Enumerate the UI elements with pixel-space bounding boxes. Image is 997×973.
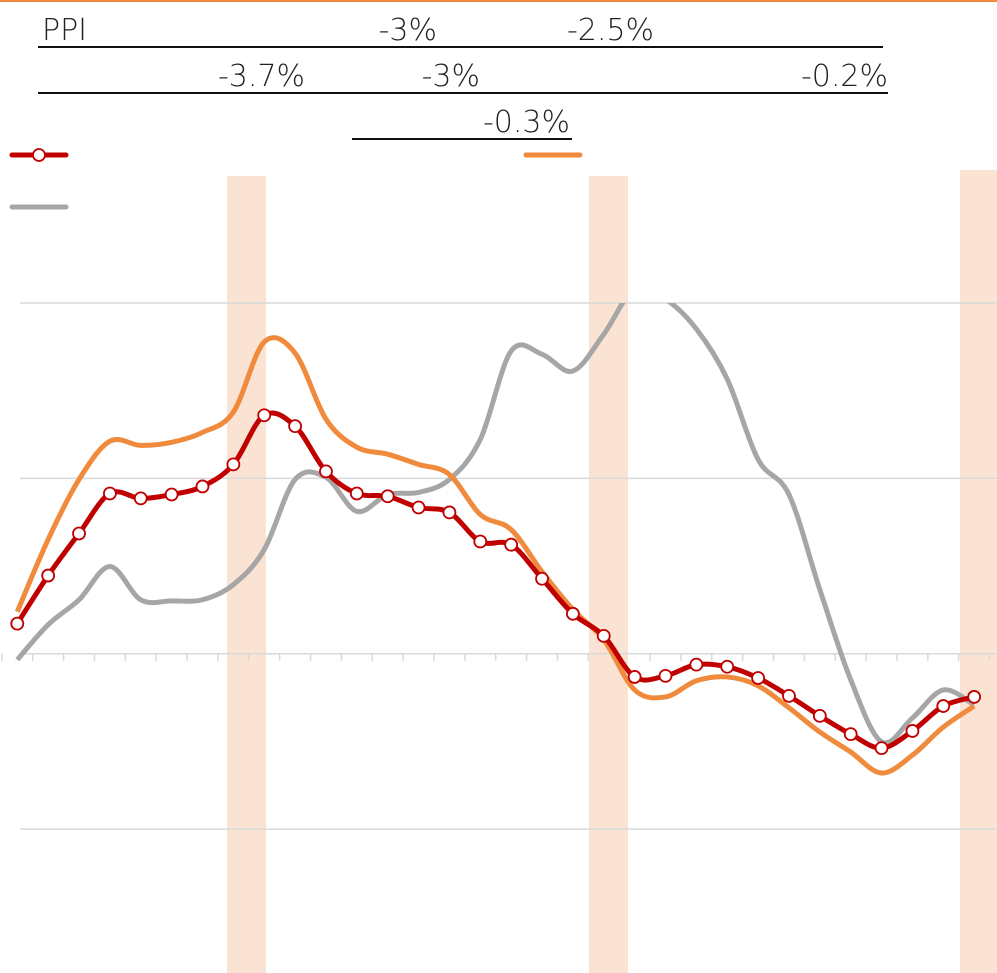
point bbox=[843, 727, 858, 742]
annotation: -3% bbox=[422, 59, 480, 94]
point bbox=[257, 408, 272, 423]
point bbox=[905, 724, 920, 738]
legend bbox=[9, 148, 583, 210]
shaded-band bbox=[589, 176, 628, 973]
annotation: -3% bbox=[379, 13, 437, 48]
shaded-band bbox=[960, 170, 997, 973]
point bbox=[535, 571, 549, 586]
top-rule bbox=[0, 0, 997, 2]
point bbox=[226, 457, 241, 472]
point bbox=[596, 628, 611, 643]
point bbox=[473, 534, 488, 549]
point bbox=[10, 616, 25, 631]
point bbox=[751, 671, 765, 685]
point bbox=[967, 690, 982, 704]
point bbox=[41, 568, 56, 583]
point bbox=[133, 491, 148, 506]
annotation: PPI bbox=[42, 13, 87, 48]
point bbox=[504, 537, 519, 552]
point bbox=[319, 464, 333, 479]
plot bbox=[10, 303, 982, 776]
point bbox=[411, 500, 426, 515]
point bbox=[288, 419, 302, 434]
point bbox=[720, 659, 735, 674]
point bbox=[349, 486, 364, 501]
point bbox=[102, 486, 117, 501]
point bbox=[936, 699, 951, 713]
point bbox=[689, 657, 704, 672]
point bbox=[812, 708, 827, 723]
annotation: -0.3% bbox=[483, 105, 570, 140]
point bbox=[380, 489, 395, 504]
series-line bbox=[14, 335, 976, 776]
series-line bbox=[15, 303, 976, 746]
grid bbox=[1, 302, 997, 830]
annotation: -0.2% bbox=[801, 59, 888, 94]
annotation: -3.7% bbox=[218, 59, 305, 94]
point bbox=[782, 688, 796, 703]
legend-marker bbox=[32, 148, 46, 162]
point bbox=[195, 479, 210, 494]
point bbox=[627, 670, 642, 684]
point bbox=[658, 668, 673, 683]
point bbox=[72, 526, 86, 541]
point bbox=[874, 741, 889, 756]
point bbox=[442, 505, 457, 520]
annotation: -2.5% bbox=[567, 13, 654, 48]
series-line bbox=[15, 410, 975, 751]
point bbox=[164, 487, 179, 502]
point bbox=[565, 606, 580, 621]
